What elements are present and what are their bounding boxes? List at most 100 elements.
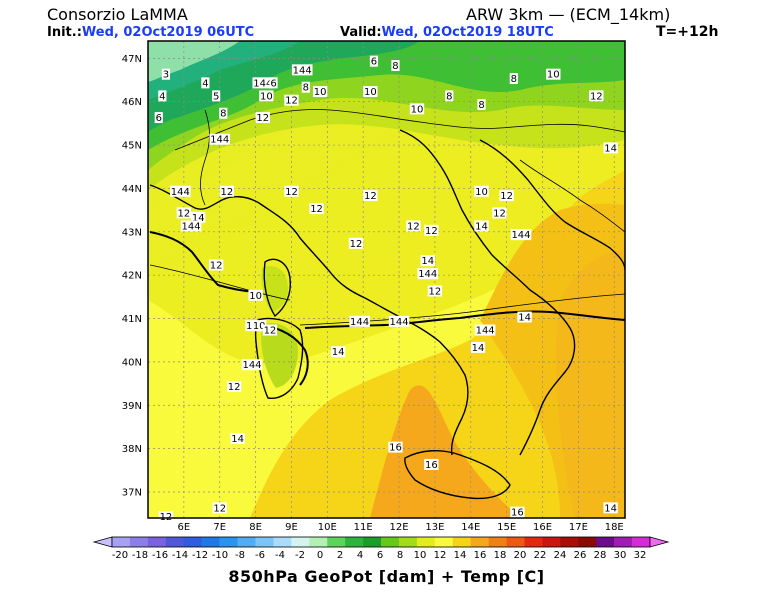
lon-label: 16E <box>533 522 552 533</box>
contour-label: 14 <box>517 311 532 324</box>
contour-label-text: 12 <box>350 239 363 250</box>
contour-label-box <box>388 315 410 327</box>
contour-label: 5 <box>212 90 221 102</box>
contour-label-text: 12 <box>407 221 420 232</box>
contour-label-box <box>284 185 299 197</box>
contour-label-text: 14 <box>472 343 485 354</box>
contour-label-box <box>546 68 561 80</box>
colorbar-swatch <box>596 537 615 547</box>
contour-label-box <box>255 112 270 124</box>
contour-label-box <box>208 259 224 271</box>
contour-label: 144 <box>180 220 202 232</box>
contour-label-text: 12 <box>213 503 226 514</box>
contour-label: 12 <box>212 502 227 514</box>
contour-label-box <box>291 64 313 76</box>
colorbar-swatch <box>363 537 382 547</box>
contour-label-text: 12 <box>590 91 603 102</box>
contour-label-box <box>154 112 163 124</box>
contour-label-text: 12 <box>264 326 277 337</box>
coastlines <box>149 129 625 500</box>
contour-label-box <box>477 99 486 111</box>
colorbar-swatch <box>255 537 274 547</box>
contour-label: 10 <box>409 103 425 115</box>
contour-label-box <box>201 77 210 89</box>
contour-label-text: 12 <box>285 187 298 198</box>
contour-label-box <box>230 432 245 444</box>
contour-label: 8 <box>509 73 518 85</box>
contour-label-text: 8 <box>303 83 309 94</box>
contour-label-box <box>180 220 202 232</box>
contour-label-box <box>388 441 403 453</box>
lat-label: 40N <box>122 357 142 368</box>
colorbar-swatch <box>183 537 202 547</box>
contour-label: 8 <box>445 90 454 102</box>
lon-label: 8E <box>249 522 262 533</box>
contour-label-text: 6 <box>270 78 276 89</box>
sardinia-patch <box>261 322 298 388</box>
contour-label-box <box>212 502 227 514</box>
contour-label-text: 14 <box>192 213 205 224</box>
contour-label-text: 12 <box>221 187 234 198</box>
contour-label-box <box>363 190 378 202</box>
contour-label-text: 12 <box>177 208 190 219</box>
contour-label-box <box>269 77 278 89</box>
lon-label: 17E <box>569 522 588 533</box>
lon-label: 10E <box>318 522 337 533</box>
contour-label: 12 <box>208 259 224 271</box>
contour-label: 14 <box>470 341 486 354</box>
colorbar-swatch <box>416 537 436 547</box>
contour-label: 14 <box>330 346 346 358</box>
balkan-coast <box>479 139 625 271</box>
lon-label: 12E <box>390 522 409 533</box>
contour-label-box <box>312 86 328 98</box>
colorbar-tick-label: -18 <box>132 550 148 561</box>
sardinia <box>254 317 304 399</box>
contour-label: 14 <box>420 255 435 267</box>
contour-label-box <box>259 90 274 102</box>
colorbar-swatch <box>488 537 507 547</box>
contour-label-text: 10 <box>547 70 560 81</box>
contour-label: 144 <box>209 133 231 146</box>
init-label: Init.: <box>47 25 82 40</box>
contour-label-text: 10 <box>249 291 262 302</box>
lat-label: 37N <box>122 487 142 498</box>
contour-label-text: 12 <box>493 208 506 219</box>
contour-label-box <box>348 237 364 249</box>
contour-label: 12 <box>492 207 507 219</box>
lon-label: 18E <box>605 522 624 533</box>
contour-label: 6 <box>154 112 163 124</box>
contour-label-box <box>248 289 263 301</box>
french-border <box>200 109 210 206</box>
contour-label-box <box>301 81 310 93</box>
contour-label-box <box>474 185 489 197</box>
contour-label-text: 16 <box>389 443 402 454</box>
contour-label: 144 <box>388 315 410 328</box>
contour-label-text: 14 <box>518 313 531 324</box>
contour-label: 10 <box>474 185 489 198</box>
colorbar-tick-label: -16 <box>152 550 168 561</box>
colorbar-tick-label: 28 <box>594 550 607 561</box>
contour-label-box <box>349 315 370 327</box>
contour-label-box <box>212 90 221 102</box>
colorbar-tick-label: 10 <box>414 550 427 561</box>
contour-label-text: 12 <box>285 96 298 107</box>
contour-label-text: 12 <box>425 226 438 237</box>
contour-label: 12 <box>284 185 299 198</box>
contour-label: 144 <box>252 77 274 89</box>
lead-time: T=+12h <box>656 24 719 40</box>
contour-label: 16 <box>510 506 525 519</box>
contour-label-box <box>589 90 604 102</box>
contour-label-text: 8 <box>478 100 484 111</box>
contour-label-text: 144 <box>390 317 409 328</box>
contour-label-box <box>509 73 518 85</box>
valid-time: Valid:Wed, 02Oct2019 18UTC <box>340 25 554 40</box>
contour-label-text: 12 <box>310 204 323 215</box>
lat-label: 38N <box>122 444 142 455</box>
lat-label: 39N <box>122 401 142 412</box>
contour-144-west <box>149 231 263 293</box>
colorbar-tick-label: 24 <box>554 550 567 561</box>
contour-label: 8 <box>391 60 400 72</box>
colorbar-swatch <box>381 537 400 547</box>
contour-label: 12 <box>226 380 242 393</box>
